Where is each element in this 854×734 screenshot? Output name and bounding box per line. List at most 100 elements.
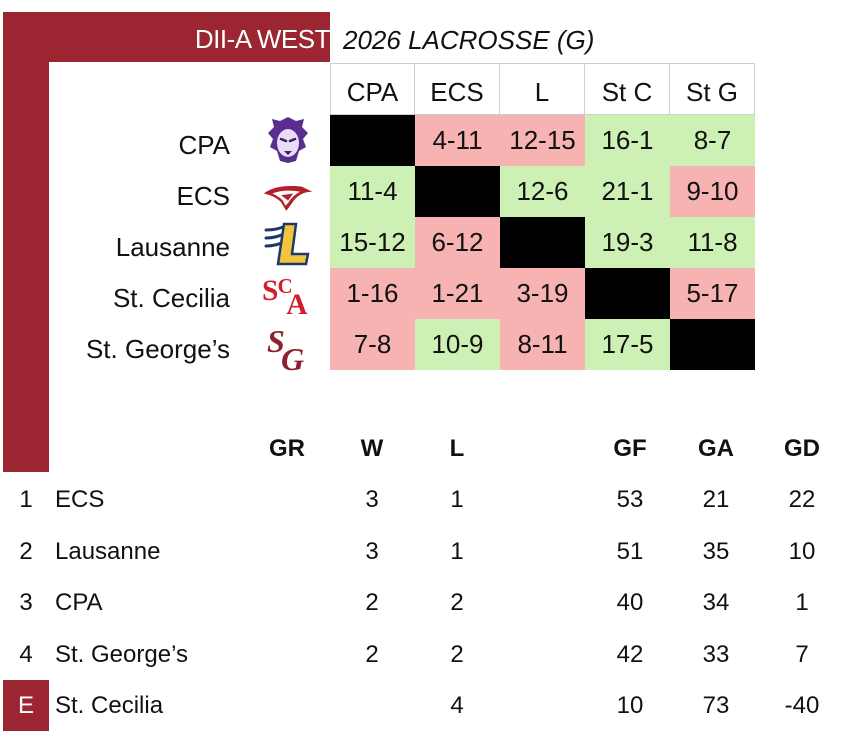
standings-col-l: L [449,435,465,462]
standings-ga: 35 [702,537,730,565]
matrix-score-cell: 17-5 [585,319,670,370]
standings-col-gr: GR [269,435,305,462]
standings-l: 2 [450,589,464,616]
title-bar [3,12,330,62]
matrix-score-cell: 10-9 [415,319,500,370]
matrix-row: 4-11 12-15 16-1 8-7 [330,115,755,166]
matrix-col-header: St G [670,63,755,115]
standings-team: Lausanne [55,537,161,565]
lion-logo [262,114,314,165]
standings-row: E St. Cecilia 4 10 73 -40 [0,680,854,731]
svg-text:A: A [286,288,308,318]
standings-l: 1 [450,537,464,565]
standings-gd: 22 [788,486,816,513]
matrix-score-cell: 4-11 [415,115,500,166]
standings-w: 2 [365,640,379,668]
eliminated-badge: E [3,680,49,731]
standings-w: 2 [365,589,379,616]
matrix-score-cell: 11-8 [670,217,755,268]
standings-rank: 2 [19,537,33,565]
standings-gf: 42 [616,640,644,668]
standings-team: CPA [55,589,103,616]
matrix-self-cell [330,115,415,166]
matrix-score-cell: 8-7 [670,115,755,166]
svg-text:S: S [262,275,278,307]
matrix-score-cell: 19-3 [585,217,670,268]
standings-row: 2 Lausanne 3 1 51 35 10 [0,526,854,577]
standings-ga: 34 [702,589,730,616]
standings-gd: 10 [788,537,816,565]
standings-col-gf: GF [613,435,647,462]
standings-ga: 33 [702,640,730,668]
results-matrix: CPA ECS L St C St G 4-11 12-15 16-1 8-7 11-4… [330,63,755,370]
standings-gd: 7 [795,640,809,668]
standings-gf: 53 [616,486,644,513]
matrix-score-cell: 8-11 [500,319,585,370]
l-logo [262,218,314,269]
matrix-row: 7-8 10-9 8-11 17-5 [330,319,755,370]
matrix-score-cell: 6-12 [415,217,500,268]
matrix-score-cell: 11-4 [330,166,415,217]
standings-row: 1 ECS 3 1 53 21 22 [0,474,854,525]
matrix-col-header: St C [585,63,670,115]
svg-text:G: G [281,341,304,374]
matrix-score-cell: 3-19 [500,268,585,319]
matrix-col-header: L [500,63,585,115]
sca-logo: S C A [262,268,314,319]
matrix-self-cell [585,268,670,319]
standings-ga: 73 [702,692,730,719]
matrix-self-cell [670,319,755,370]
matrix-score-cell: 21-1 [585,166,670,217]
matrix-row-label: St. Cecilia [112,283,230,313]
matrix-col-header: ECS [415,63,500,115]
standings-ga: 21 [702,486,730,513]
season-subtitle: 2026 LACROSSE (G) [343,25,595,55]
matrix-row-label: Lausanne [115,232,230,262]
standings-gr [252,577,322,628]
matrix-row: 15-12 6-12 19-3 11-8 [330,217,755,268]
standings-col-w: W [360,435,384,462]
standings-w: 3 [365,486,379,513]
matrix-row: 1-16 1-21 3-19 5-17 [330,268,755,319]
standings-l: 2 [450,640,464,668]
standings-gr [252,474,322,525]
matrix-score-cell: 5-17 [670,268,755,319]
standings-gf: 10 [616,692,644,719]
standings-col-ga: GA [698,435,734,462]
svg-text:C: C [278,275,293,298]
standings-gd: 1 [795,589,809,616]
matrix-score-cell: 15-12 [330,217,415,268]
standings-w [337,680,407,731]
standings-l: 4 [450,692,464,719]
matrix-col-header: CPA [330,63,415,115]
matrix-score-cell: 1-16 [330,268,415,319]
svg-text:S: S [267,323,285,359]
standings-gr [252,680,322,731]
standings-gf: 51 [616,537,644,565]
standings-rank: 1 [19,486,33,513]
sg-logo: S G [262,322,314,374]
standings-team: St. George’s [55,640,188,668]
standings-gf: 40 [616,589,644,616]
matrix-score-cell: 1-21 [415,268,500,319]
matrix-row-label: CPA [178,130,230,160]
standings-team: St. Cecilia [55,692,164,719]
standings-gd: -40 [784,692,820,719]
standings-rank: 3 [19,589,33,616]
standings-w: 3 [365,537,379,565]
standings-rank: 4 [19,640,33,668]
matrix-self-cell [415,166,500,217]
matrix-score-cell: 16-1 [585,115,670,166]
matrix-score-cell: 12-6 [500,166,585,217]
standings-row: 4 St. George’s 2 2 42 33 7 [0,629,854,680]
matrix-score-cell: 12-15 [500,115,585,166]
matrix-row-label: ECS [176,181,230,211]
standings-row: 3 CPA 2 2 40 34 1 [0,577,854,628]
left-accent-bar [3,12,49,472]
standings-team: ECS [55,486,105,513]
matrix-row: 11-4 12-6 21-1 9-10 [330,166,755,217]
matrix-body: 4-11 12-15 16-1 8-7 11-4 12-6 21-1 9-10 15-12 6-1… [330,115,755,370]
matrix-score-cell: 9-10 [670,166,755,217]
standings-col-gd: GD [784,435,820,462]
wing-logo [262,171,314,222]
